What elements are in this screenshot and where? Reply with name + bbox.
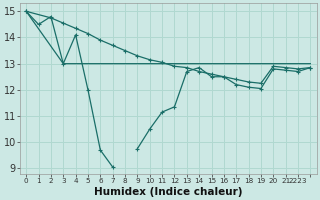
X-axis label: Humidex (Indice chaleur): Humidex (Indice chaleur) xyxy=(94,187,243,197)
